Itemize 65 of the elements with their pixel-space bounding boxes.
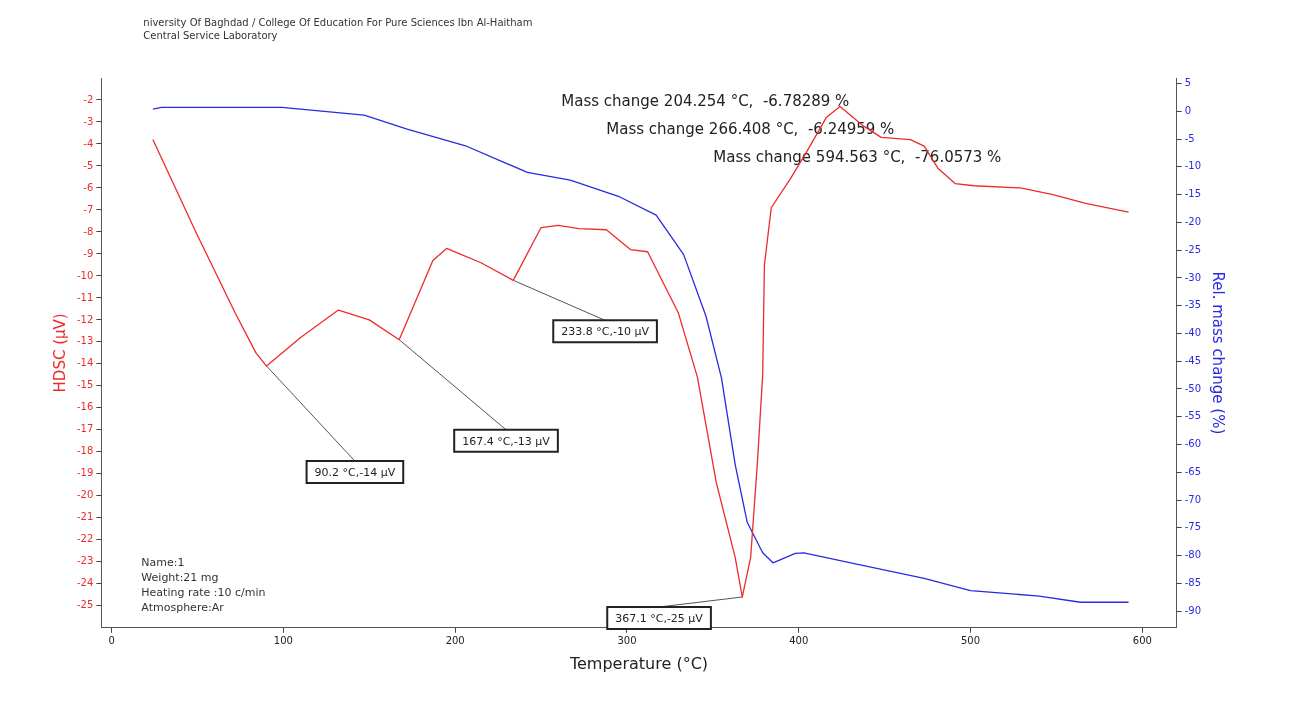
y2-tick-label: 0 (1184, 104, 1192, 116)
y2-axis-title: Rel. mass change (%) (1209, 271, 1228, 435)
y-axis-title: HDSC (µV) (50, 313, 69, 393)
x-tick-label: 600 (1132, 635, 1152, 647)
y-tick-label: -17 (76, 423, 94, 435)
y2-tick-label: -65 (1184, 465, 1202, 477)
annotation: Mass change 204.254 °C, -6.78289 % (561, 92, 850, 110)
annotation: Name:1 (141, 555, 185, 569)
y-tick-label: -19 (76, 467, 94, 479)
y2-tick-label: 5 (1184, 77, 1192, 89)
y-tick-label: -12 (76, 313, 94, 325)
y-tick-label: -6 (83, 181, 94, 193)
y2-tick-label: -50 (1184, 382, 1202, 394)
annotation: Heating rate :10 c/min (141, 585, 266, 599)
y-tick-label: -24 (76, 577, 94, 589)
annotation: 367.1 °C,-25 µV (615, 612, 704, 626)
y2-tick-label: -15 (1184, 188, 1202, 200)
y2-tick-label: -25 (1184, 243, 1202, 255)
y2-tick-label: -75 (1184, 521, 1202, 533)
y-tick-label: -3 (83, 115, 94, 127)
y2-tick-label: -60 (1184, 438, 1202, 450)
y2-tick-label: -40 (1184, 327, 1202, 339)
y-tick-label: -9 (83, 247, 94, 259)
x-tick-label: 500 (960, 635, 981, 647)
annotation: 167.4 °C,-13 µV (462, 434, 551, 448)
annotation: 233.8 °C,-10 µV (561, 325, 650, 339)
y2-tick-label: -5 (1184, 132, 1195, 144)
y2-tick-label: -70 (1184, 493, 1202, 505)
y-tick-label: -21 (76, 511, 94, 523)
y2-tick-label: -55 (1184, 410, 1202, 422)
y-tick-label: -15 (76, 379, 94, 391)
y-tick-label: -25 (76, 599, 94, 611)
chart-title: niversity Of Baghdad / College Of Education For Pure Sciences Ibn Al-Haitham (143, 17, 533, 28)
y-tick-label: -5 (83, 159, 94, 171)
y-tick-label: -20 (76, 489, 94, 501)
x-tick-label: 0 (108, 635, 115, 647)
y-tick-label: -2 (83, 93, 94, 105)
x-tick-label: 400 (789, 635, 809, 647)
y2-tick-label: -80 (1184, 549, 1202, 561)
y-tick-label: -23 (76, 555, 94, 567)
x-tick-label: 100 (273, 635, 293, 647)
x-axis-title: Temperature (°C) (568, 653, 709, 673)
chart-subtitle: Central Service Laboratory (143, 30, 278, 41)
y-tick-label: -4 (83, 137, 94, 149)
y-tick-label: -13 (76, 335, 94, 347)
y2-tick-label: -20 (1184, 215, 1202, 227)
y-tick-label: -10 (76, 269, 94, 281)
y-tick-label: -11 (76, 291, 94, 303)
y-tick-label: -16 (76, 401, 94, 413)
y2-tick-label: -85 (1184, 576, 1202, 588)
x-tick-label: 300 (617, 635, 637, 647)
annotation: 90.2 °C,-14 µV (314, 466, 396, 480)
x-tick-label: 200 (445, 635, 465, 647)
y-tick-label: -14 (76, 357, 94, 369)
annotation: Atmosphere:Ar (141, 600, 225, 614)
y-tick-label: -22 (76, 533, 94, 545)
y2-tick-label: -45 (1184, 354, 1202, 366)
y2-tick-label: -30 (1184, 271, 1202, 283)
y2-tick-label: -10 (1184, 160, 1202, 172)
y2-tick-label: -90 (1184, 604, 1202, 616)
y2-tick-label: -35 (1184, 299, 1202, 311)
y-tick-label: -8 (83, 225, 94, 237)
y-tick-label: -18 (76, 445, 94, 457)
annotation: Weight:21 mg (141, 570, 219, 584)
y-tick-label: -7 (83, 203, 94, 215)
